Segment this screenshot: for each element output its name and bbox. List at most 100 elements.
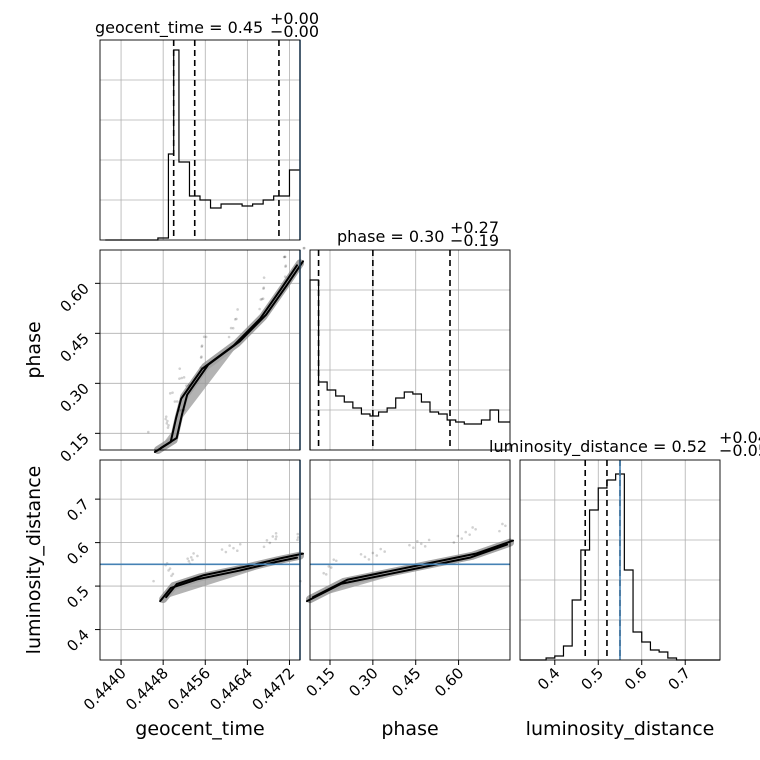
ld-vs-phase-contour-inner xyxy=(312,539,514,599)
ld-vs-time-scatter-point-24 xyxy=(274,537,278,541)
ld-vs-phase-xtick-label-2: 0.45 xyxy=(388,664,424,700)
ld-vs-phase-scatter-point-25 xyxy=(471,526,474,529)
phase-vs-time-scatter-point-37 xyxy=(262,287,265,290)
ld-hist-xtick-label-0: 0.4 xyxy=(534,664,564,694)
phase-vs-time-scatter-point-6 xyxy=(164,417,167,421)
geocent-time-hist-histogram xyxy=(105,49,300,241)
ld-vs-phase-xtick-label-3: 0.60 xyxy=(431,664,467,700)
phase-vs-time-ytick-label-0: 0.15 xyxy=(56,429,92,465)
ld-vs-time-scatter-point-25 xyxy=(274,531,278,535)
ld-vs-time-scatter-point-16 xyxy=(228,544,231,547)
ld-vs-phase-scatter-point-15 xyxy=(412,546,415,549)
ld-vs-time-xtick-label-3: 0.4464 xyxy=(206,664,256,714)
ld-vs-time-scatter-point-8 xyxy=(187,559,191,563)
ld-vs-phase-scatter-point-22 xyxy=(460,537,464,540)
phase-vs-time-scatter-point-21 xyxy=(199,356,203,359)
phase-vs-time-scatter-point-27 xyxy=(227,335,231,339)
phase-vs-time-contour-outer xyxy=(153,264,298,453)
ld-vs-time-scatter-point-11 xyxy=(191,558,194,562)
ld-vs-phase-scatter-point-3 xyxy=(327,565,331,568)
ld-vs-phase-xtick-label-1: 0.30 xyxy=(345,664,381,700)
ld-vs-phase-scatter-point-6 xyxy=(334,559,338,563)
ld-vs-time-scatter-point-2 xyxy=(170,574,173,578)
luminosity-distance-title-sub: −0.05 xyxy=(719,441,760,460)
phase-vs-time-ytick-label-2: 0.45 xyxy=(56,329,92,365)
ld-vs-time-ytick-label-1: 0.5 xyxy=(63,582,93,612)
ld-vs-time-scatter-point-27 xyxy=(296,538,299,542)
ld-vs-time-scatter-point-3 xyxy=(168,567,172,570)
ld-vs-phase-scatter-point-20 xyxy=(452,541,456,544)
phase-vs-time-scatter-point-1 xyxy=(167,424,170,427)
phase-vs-time-scatter-point-19 xyxy=(178,367,182,370)
ld-vs-phase-density xyxy=(306,538,514,604)
ld-vs-time-scatter-point-26 xyxy=(275,535,278,538)
geocent-time-title-sup: +0.00 xyxy=(270,9,319,28)
phase-vs-time-scatter-point-5 xyxy=(164,415,168,418)
ld-vs-phase-scatter-point-13 xyxy=(383,550,386,553)
ld-vs-phase-scatter-point-11 xyxy=(375,554,379,557)
ld-hist-xtick-label-1: 0.5 xyxy=(577,664,607,694)
phase-vs-time-scatter-point-44 xyxy=(283,255,286,259)
y-axis-label-phase: phase xyxy=(23,321,45,378)
phase-vs-time-scatter-point-23 xyxy=(200,345,204,348)
phase-vs-time-scatter-point-7 xyxy=(182,408,186,412)
phase-vs-time-scatter-point-8 xyxy=(180,408,184,412)
phase-vs-time-scatter-point-39 xyxy=(262,276,266,279)
phase-vs-time-scatter-point-12 xyxy=(171,391,174,394)
phase-vs-time-scatter-point-43 xyxy=(283,255,287,259)
ld-vs-time-contour-inner xyxy=(165,552,304,599)
ld-hist-xtick-label-3: 0.7 xyxy=(664,664,694,694)
ld-vs-phase-scatter-point-0 xyxy=(299,579,302,583)
ld-vs-phase-scatter-point-4 xyxy=(329,566,333,569)
ld-vs-time-xtick-label-0: 0.4440 xyxy=(80,664,130,714)
geocent-time-hist-frame xyxy=(99,39,301,241)
ld-vs-phase-scatter-point-7 xyxy=(359,552,363,556)
phase-vs-time-scatter-point-2 xyxy=(166,426,170,429)
ld-vs-phase-frame xyxy=(309,459,511,661)
ld-vs-time-ytick-label-3: 0.7 xyxy=(63,495,93,525)
ld-vs-time-scatter-point-10 xyxy=(189,555,193,559)
phase-vs-time-scatter-point-22 xyxy=(200,355,203,358)
ld-vs-time-scatter-point-13 xyxy=(196,554,199,558)
ld-vs-phase-scatter-point-23 xyxy=(464,530,468,534)
ld-vs-phase-scatter-point-12 xyxy=(379,547,383,551)
ld-vs-phase-scatter-point-5 xyxy=(332,558,336,561)
ld-vs-phase-scatter-point-19 xyxy=(427,538,431,542)
phase-vs-time-scatter-point-32 xyxy=(236,308,239,311)
ld-vs-time-xtick-label-1: 0.4448 xyxy=(122,664,172,714)
ld-vs-phase-scatter-point-29 xyxy=(504,524,507,528)
phase-vs-time-scatter-point-25 xyxy=(202,335,206,339)
ld-vs-time-scatter-point-0 xyxy=(152,579,155,583)
ld-vs-time-xtick-label-2: 0.4456 xyxy=(164,664,214,714)
ld-vs-phase-scatter-point-18 xyxy=(423,545,427,548)
phase-vs-time-scatter-point-31 xyxy=(235,317,238,321)
ld-vs-time-scatter-point-22 xyxy=(268,541,272,545)
phase-vs-time-scatter-point-30 xyxy=(233,318,237,321)
phase-title-sub: −0.19 xyxy=(450,231,499,250)
phase-vs-time-ytick-label-3: 0.60 xyxy=(56,279,92,315)
ld-vs-phase-scatter-point-26 xyxy=(474,528,477,531)
phase-vs-time-scatter-point-9 xyxy=(178,409,181,412)
phase-vs-time-contour-inner xyxy=(159,260,304,449)
phase-title: phase = 0.30 xyxy=(337,227,444,246)
ld-vs-time-scatter-point-17 xyxy=(232,546,235,550)
phase-vs-time-scatter-point-10 xyxy=(175,400,179,403)
phase-vs-time-scatter-point-41 xyxy=(284,265,287,268)
ld-vs-time-ytick-label-0: 0.4 xyxy=(63,626,93,656)
ld-vs-phase-scatter-point-17 xyxy=(419,542,423,546)
ld-vs-time-scatter-point-15 xyxy=(224,550,228,554)
luminosity-distance-title-sup: +0.04 xyxy=(719,428,760,447)
ld-vs-phase-scatter-point-21 xyxy=(456,534,460,538)
phase-vs-time-ytick-label-1: 0.30 xyxy=(56,379,92,415)
phase-vs-time-scatter-point-13 xyxy=(168,392,172,395)
phase-vs-time-scatter-point-40 xyxy=(283,275,287,278)
phase-vs-time-scatter-point-16 xyxy=(182,376,186,379)
phase-vs-time-scatter-point-14 xyxy=(187,383,191,387)
luminosity-distance-title: luminosity_distance = 0.52 xyxy=(489,437,707,457)
phase-vs-time-scatter-point-38 xyxy=(262,286,266,289)
ld-vs-phase-scatter-point-2 xyxy=(324,573,328,576)
x-axis-label-phase: phase xyxy=(381,718,438,740)
ld-vs-time-scatter-point-4 xyxy=(167,569,170,572)
phase-vs-time-scatter-point-15 xyxy=(185,384,188,387)
